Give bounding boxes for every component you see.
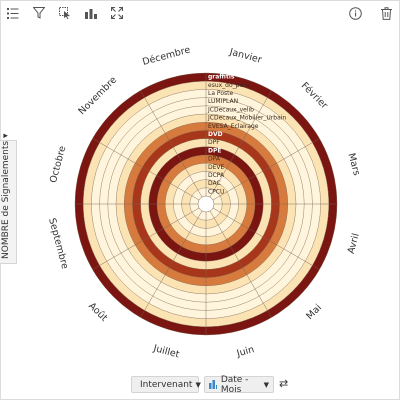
month-spoke bbox=[209, 90, 272, 198]
month-label: Septembre bbox=[46, 217, 70, 271]
month-label: Novembre bbox=[77, 74, 120, 117]
ring-label: EVESA_Eclairage bbox=[208, 123, 259, 130]
month-spoke bbox=[92, 207, 200, 270]
month-label: Janvier bbox=[227, 46, 262, 65]
month-label: Mai bbox=[304, 302, 324, 322]
info-icon[interactable] bbox=[346, 4, 364, 22]
intervenant-dropdown[interactable]: Intervenant ▼ bbox=[131, 376, 201, 393]
chevron-down-icon: ▼ bbox=[263, 380, 269, 389]
month-label: Décembre bbox=[141, 45, 191, 68]
month-label: Avril bbox=[346, 232, 362, 255]
month-label: Août bbox=[86, 301, 109, 324]
ring-label: CPCU bbox=[208, 188, 224, 195]
expand-icon[interactable] bbox=[108, 4, 126, 22]
ring-label: JCDecaux_velib bbox=[207, 106, 254, 113]
ring-label: DPA bbox=[208, 156, 221, 163]
toolbar bbox=[0, 0, 400, 26]
trash-icon[interactable] bbox=[377, 4, 395, 22]
ring-label: DPE bbox=[208, 147, 221, 154]
month-spoke bbox=[212, 138, 320, 201]
chevron-down-icon: ▼ bbox=[195, 380, 201, 389]
selection-icon[interactable] bbox=[56, 4, 74, 22]
month-spoke bbox=[140, 210, 203, 318]
intervenant-dropdown-label: Intervenant bbox=[140, 379, 193, 390]
month-spoke bbox=[209, 210, 272, 318]
ring-label: DPF bbox=[208, 139, 220, 146]
month-spoke bbox=[92, 138, 200, 201]
ring-label: JCDecaux_Mobilier_Urbain bbox=[207, 115, 286, 122]
ring-label: DVD bbox=[208, 131, 223, 138]
filter-icon[interactable] bbox=[30, 4, 48, 22]
month-label: Juin bbox=[235, 344, 256, 359]
month-label: Mars bbox=[346, 152, 363, 177]
ring-label: esux_do_pens bbox=[208, 82, 250, 89]
month-spoke bbox=[212, 207, 320, 270]
ring-label: La Poste bbox=[208, 90, 233, 97]
date-mois-dropdown-label: Date - Mois bbox=[220, 374, 249, 395]
month-spoke bbox=[140, 90, 203, 198]
ring-label: DCPA bbox=[208, 172, 225, 179]
swap-axes-icon[interactable]: ⇄ bbox=[279, 377, 289, 390]
month-label: Octobre bbox=[48, 145, 68, 185]
month-label: Février bbox=[299, 80, 330, 111]
ring-label: graffitis bbox=[208, 74, 235, 81]
center-hole bbox=[197, 195, 215, 213]
measure-side-tab[interactable]: NOMBRE de Signalements ▾ bbox=[0, 134, 17, 264]
bottom-bar: Intervenant ▼ Date - Mois ▼ ⇄ bbox=[0, 374, 400, 396]
list-icon[interactable] bbox=[4, 4, 22, 22]
month-label: Juillet bbox=[151, 343, 180, 361]
ring-label: DAC bbox=[208, 180, 221, 187]
bar-chart-icon[interactable] bbox=[82, 4, 100, 22]
ring-label: LUMIPLAN bbox=[208, 98, 238, 105]
ring-label: DEVE bbox=[208, 164, 225, 171]
bar-chart-icon bbox=[209, 380, 217, 389]
date-mois-dropdown[interactable]: Date - Mois ▼ bbox=[204, 374, 274, 395]
